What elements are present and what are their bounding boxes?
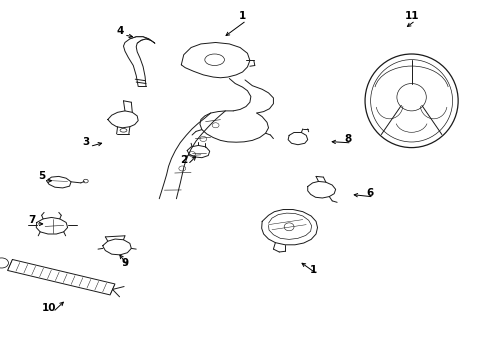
Text: 11: 11 — [404, 11, 419, 21]
Text: 9: 9 — [122, 258, 128, 268]
Text: 8: 8 — [344, 134, 351, 144]
Text: 1: 1 — [239, 11, 246, 21]
Text: 5: 5 — [38, 171, 45, 181]
Text: 6: 6 — [367, 188, 373, 198]
Text: 10: 10 — [42, 303, 56, 313]
Text: 2: 2 — [180, 155, 187, 165]
Text: 7: 7 — [28, 215, 36, 225]
Text: 3: 3 — [82, 137, 89, 147]
Text: 1: 1 — [310, 265, 317, 275]
Text: 4: 4 — [116, 26, 124, 36]
